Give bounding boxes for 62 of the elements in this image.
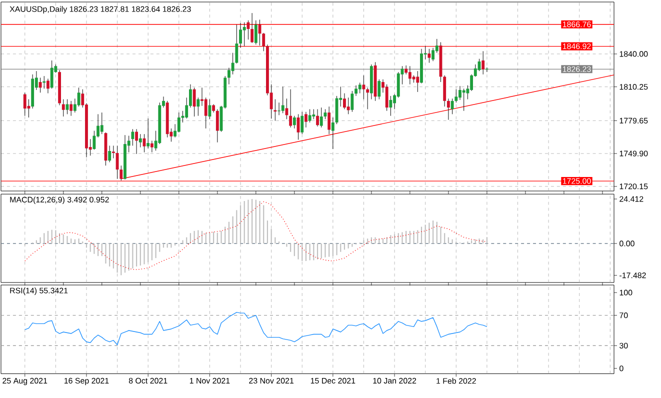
candlestick [331, 117, 334, 150]
candlestick [108, 145, 112, 163]
candlestick [46, 78, 50, 94]
candlestick [289, 89, 292, 128]
candlestick [138, 134, 142, 148]
candlestick [274, 99, 277, 122]
candlestick [216, 108, 219, 143]
candlestick [66, 99, 69, 114]
candlestick [120, 165, 123, 181]
candlestick [112, 145, 115, 159]
candlestick [204, 97, 208, 129]
candlestick [358, 82, 362, 94]
candlestick [389, 96, 392, 116]
candlestick [346, 97, 350, 114]
candlestick [208, 99, 212, 120]
candlestick [146, 118, 150, 149]
candlestick [446, 98, 450, 120]
candlestick [131, 128, 134, 146]
candlestick [116, 145, 119, 180]
candlestick [328, 106, 331, 134]
candlestick [150, 140, 154, 153]
candlestick [378, 79, 381, 100]
candlestick [385, 84, 388, 112]
candlestick [408, 66, 412, 85]
candlestick [50, 60, 54, 89]
candlestick [432, 48, 434, 62]
candlestick [239, 22, 242, 48]
candlestick [100, 112, 104, 134]
candlestick [350, 90, 354, 112]
candlestick [362, 75, 366, 100]
candlestick [354, 85, 358, 96]
candlestick [343, 93, 346, 110]
candlestick [254, 20, 258, 45]
candlestick [135, 128, 138, 154]
candlestick [316, 108, 319, 127]
candlestick [62, 99, 65, 117]
candlestick [450, 98, 454, 114]
candlestick [300, 112, 304, 134]
candlestick [77, 87, 80, 107]
candlestick [262, 32, 266, 52]
candlestick [320, 107, 323, 128]
candlestick [246, 20, 250, 40]
candlestick [281, 86, 284, 114]
candlestick [454, 89, 458, 103]
candlestick [23, 92, 26, 116]
candlestick [177, 112, 180, 133]
candlestick [231, 52, 234, 75]
candlestick [192, 87, 196, 117]
candlestick [70, 100, 73, 116]
candlestick [196, 97, 200, 116]
candlestick [482, 50, 485, 75]
candlestick [428, 48, 431, 64]
candlestick [366, 87, 370, 110]
candlestick [416, 70, 420, 92]
candlestick [235, 24, 238, 64]
candlestick [242, 22, 246, 46]
candlestick [458, 86, 462, 100]
candlestick [292, 116, 296, 129]
candlestick [308, 108, 312, 123]
candlestick [304, 112, 308, 128]
candlestick [312, 108, 316, 120]
candlestick [250, 12, 254, 44]
